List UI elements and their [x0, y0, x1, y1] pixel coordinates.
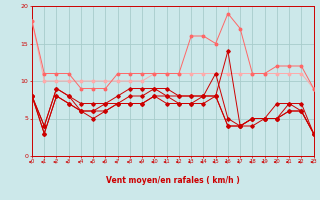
X-axis label: Vent moyen/en rafales ( km/h ): Vent moyen/en rafales ( km/h ) — [106, 176, 240, 185]
